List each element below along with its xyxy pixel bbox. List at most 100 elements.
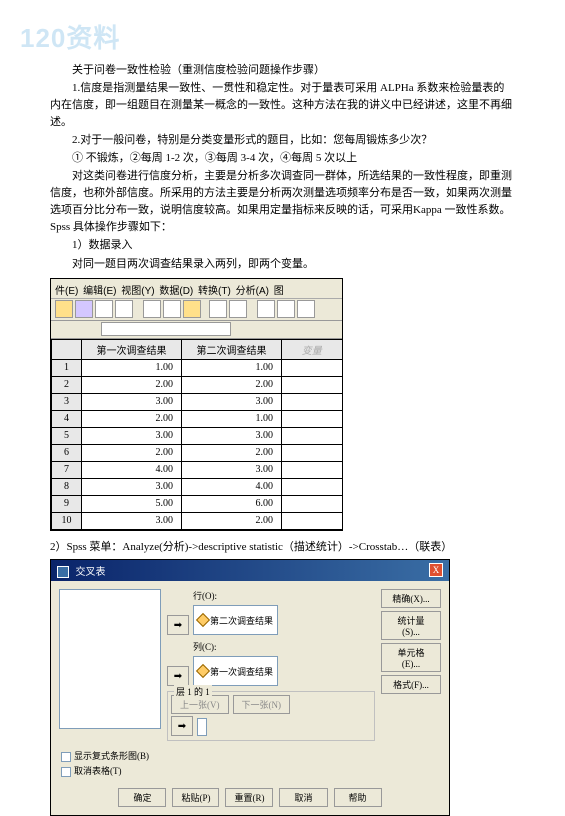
- col-header-1[interactable]: 第一次调查结果: [82, 339, 182, 359]
- row-number[interactable]: 9: [52, 495, 82, 512]
- data-cell[interactable]: 6.00: [182, 495, 282, 512]
- data-cell[interactable]: 3.00: [182, 461, 282, 478]
- row-number[interactable]: 5: [52, 427, 82, 444]
- spss-toolbar: [51, 299, 342, 321]
- layer-field-box[interactable]: [197, 718, 207, 736]
- layer-group: 层 1 的 1 上一张(V) 下一张(N) ➡: [167, 691, 375, 741]
- empty-cell: [282, 410, 342, 427]
- paste-button[interactable]: 粘贴(P): [172, 788, 219, 807]
- empty-cell: [282, 512, 342, 529]
- ok-button[interactable]: 确定: [118, 788, 166, 807]
- data-cell[interactable]: 1.00: [82, 359, 182, 376]
- recall-icon[interactable]: [115, 300, 133, 318]
- data-cell[interactable]: 4.00: [182, 478, 282, 495]
- dialog-titlebar: 交叉表 X: [51, 560, 449, 582]
- data-cell[interactable]: 2.00: [82, 410, 182, 427]
- data-cell[interactable]: 3.00: [82, 393, 182, 410]
- move-row-button[interactable]: ➡: [167, 615, 189, 635]
- help-button[interactable]: 帮助: [334, 788, 382, 807]
- checkbox-area: 显示复式条形图(B) 取消表格(T): [51, 749, 449, 784]
- cells-button[interactable]: 单元格(E)...: [381, 643, 441, 672]
- data-cell[interactable]: 2.00: [182, 512, 282, 529]
- table-row: 53.003.00: [52, 427, 342, 444]
- row-field-box[interactable]: 第二次调查结果: [193, 605, 278, 635]
- reset-button[interactable]: 重置(R): [225, 788, 273, 807]
- variables-icon[interactable]: [257, 300, 275, 318]
- menu-graph[interactable]: 图: [274, 286, 284, 297]
- data-cell[interactable]: 3.00: [82, 478, 182, 495]
- print-icon[interactable]: [95, 300, 113, 318]
- paragraph-5: 1）数据录入: [50, 237, 515, 254]
- suppress-checkbox[interactable]: [61, 767, 71, 777]
- row-number[interactable]: 3: [52, 393, 82, 410]
- pencil-icon: [196, 664, 210, 678]
- statistics-button[interactable]: 统计量(S)...: [381, 611, 441, 640]
- crosstab-dialog: 交叉表 X 行(O): ➡ 第二次调查结果 列(C): ➡: [50, 559, 450, 816]
- data-cell[interactable]: 4.00: [82, 461, 182, 478]
- document-body: 关于问卷一致性检验（重测信度检验问题操作步骤） 1.信度是指测量结果一致性、一贯…: [50, 62, 515, 816]
- redo-icon[interactable]: [163, 300, 181, 318]
- insert-icon[interactable]: [277, 300, 295, 318]
- row-number[interactable]: 10: [52, 512, 82, 529]
- empty-cell: [282, 393, 342, 410]
- find-icon[interactable]: [209, 300, 227, 318]
- data-cell[interactable]: 3.00: [82, 512, 182, 529]
- data-cell[interactable]: 3.00: [82, 427, 182, 444]
- format-button[interactable]: 格式(F)...: [381, 675, 441, 694]
- move-col-button[interactable]: ➡: [167, 666, 189, 686]
- undo-icon[interactable]: [143, 300, 161, 318]
- menu-analyze[interactable]: 分析(A): [236, 286, 269, 297]
- doc-title: 关于问卷一致性检验（重测信度检验问题操作步骤）: [50, 62, 515, 79]
- goto-icon[interactable]: [183, 300, 201, 318]
- cancel-button[interactable]: 取消: [279, 788, 327, 807]
- data-cell[interactable]: 5.00: [82, 495, 182, 512]
- col-header-2[interactable]: 第二次调查结果: [182, 339, 282, 359]
- data-cell[interactable]: 1.00: [182, 359, 282, 376]
- data-cell[interactable]: 2.00: [182, 444, 282, 461]
- weight-icon[interactable]: [297, 300, 315, 318]
- col-header-ghost: 变量: [282, 339, 342, 359]
- watermark: 120资料: [20, 18, 120, 55]
- row-number[interactable]: 1: [52, 359, 82, 376]
- table-row: 11.001.00: [52, 359, 342, 376]
- move-layer-button[interactable]: ➡: [171, 716, 193, 736]
- data-cell[interactable]: 2.00: [182, 376, 282, 393]
- menu-file[interactable]: 件(E): [55, 286, 78, 297]
- paragraph-1: 1.信度是指测量结果一致性、一贯性和稳定性。对于量表可采用 ALPHa 系数来检…: [50, 80, 515, 131]
- row-field-text: 第二次调查结果: [210, 614, 273, 627]
- data-cell[interactable]: 2.00: [82, 376, 182, 393]
- row-number[interactable]: 8: [52, 478, 82, 495]
- paragraph-7: 2）Spss 菜单：Analyze(分析)->descriptive stati…: [50, 539, 515, 556]
- data-cell[interactable]: 3.00: [182, 393, 282, 410]
- save-icon[interactable]: [75, 300, 93, 318]
- paragraph-6: 对同一题目两次调查结果录入两列，即两个变量。: [50, 256, 515, 273]
- empty-cell: [282, 461, 342, 478]
- cell-value-combo[interactable]: [101, 322, 231, 336]
- variables-listbox[interactable]: [59, 589, 161, 729]
- row-number[interactable]: 7: [52, 461, 82, 478]
- empty-cell: [282, 376, 342, 393]
- spss-cell-editor: [51, 321, 342, 339]
- row-label: 行(O):: [193, 589, 375, 602]
- spss-menubar: 件(E) 编辑(E) 视图(Y) 数据(D) 转换(T) 分析(A) 图: [51, 279, 342, 299]
- split-icon[interactable]: [229, 300, 247, 318]
- menu-data[interactable]: 数据(D): [159, 286, 193, 297]
- menu-edit[interactable]: 编辑(E): [83, 286, 116, 297]
- barchart-check-label: 显示复式条形图(B): [74, 751, 149, 761]
- exact-button[interactable]: 精确(X)...: [381, 589, 441, 608]
- data-cell[interactable]: 2.00: [82, 444, 182, 461]
- row-number[interactable]: 2: [52, 376, 82, 393]
- menu-transform[interactable]: 转换(T): [198, 286, 231, 297]
- layer-legend: 层 1 的 1: [174, 685, 212, 698]
- table-row: 22.002.00: [52, 376, 342, 393]
- data-cell[interactable]: 3.00: [182, 427, 282, 444]
- open-icon[interactable]: [55, 300, 73, 318]
- close-icon[interactable]: X: [429, 563, 443, 577]
- empty-cell: [282, 444, 342, 461]
- row-number[interactable]: 6: [52, 444, 82, 461]
- barchart-checkbox[interactable]: [61, 752, 71, 762]
- col-field-box[interactable]: 第一次调查结果: [193, 656, 278, 686]
- menu-view[interactable]: 视图(Y): [121, 286, 154, 297]
- data-cell[interactable]: 1.00: [182, 410, 282, 427]
- row-number[interactable]: 4: [52, 410, 82, 427]
